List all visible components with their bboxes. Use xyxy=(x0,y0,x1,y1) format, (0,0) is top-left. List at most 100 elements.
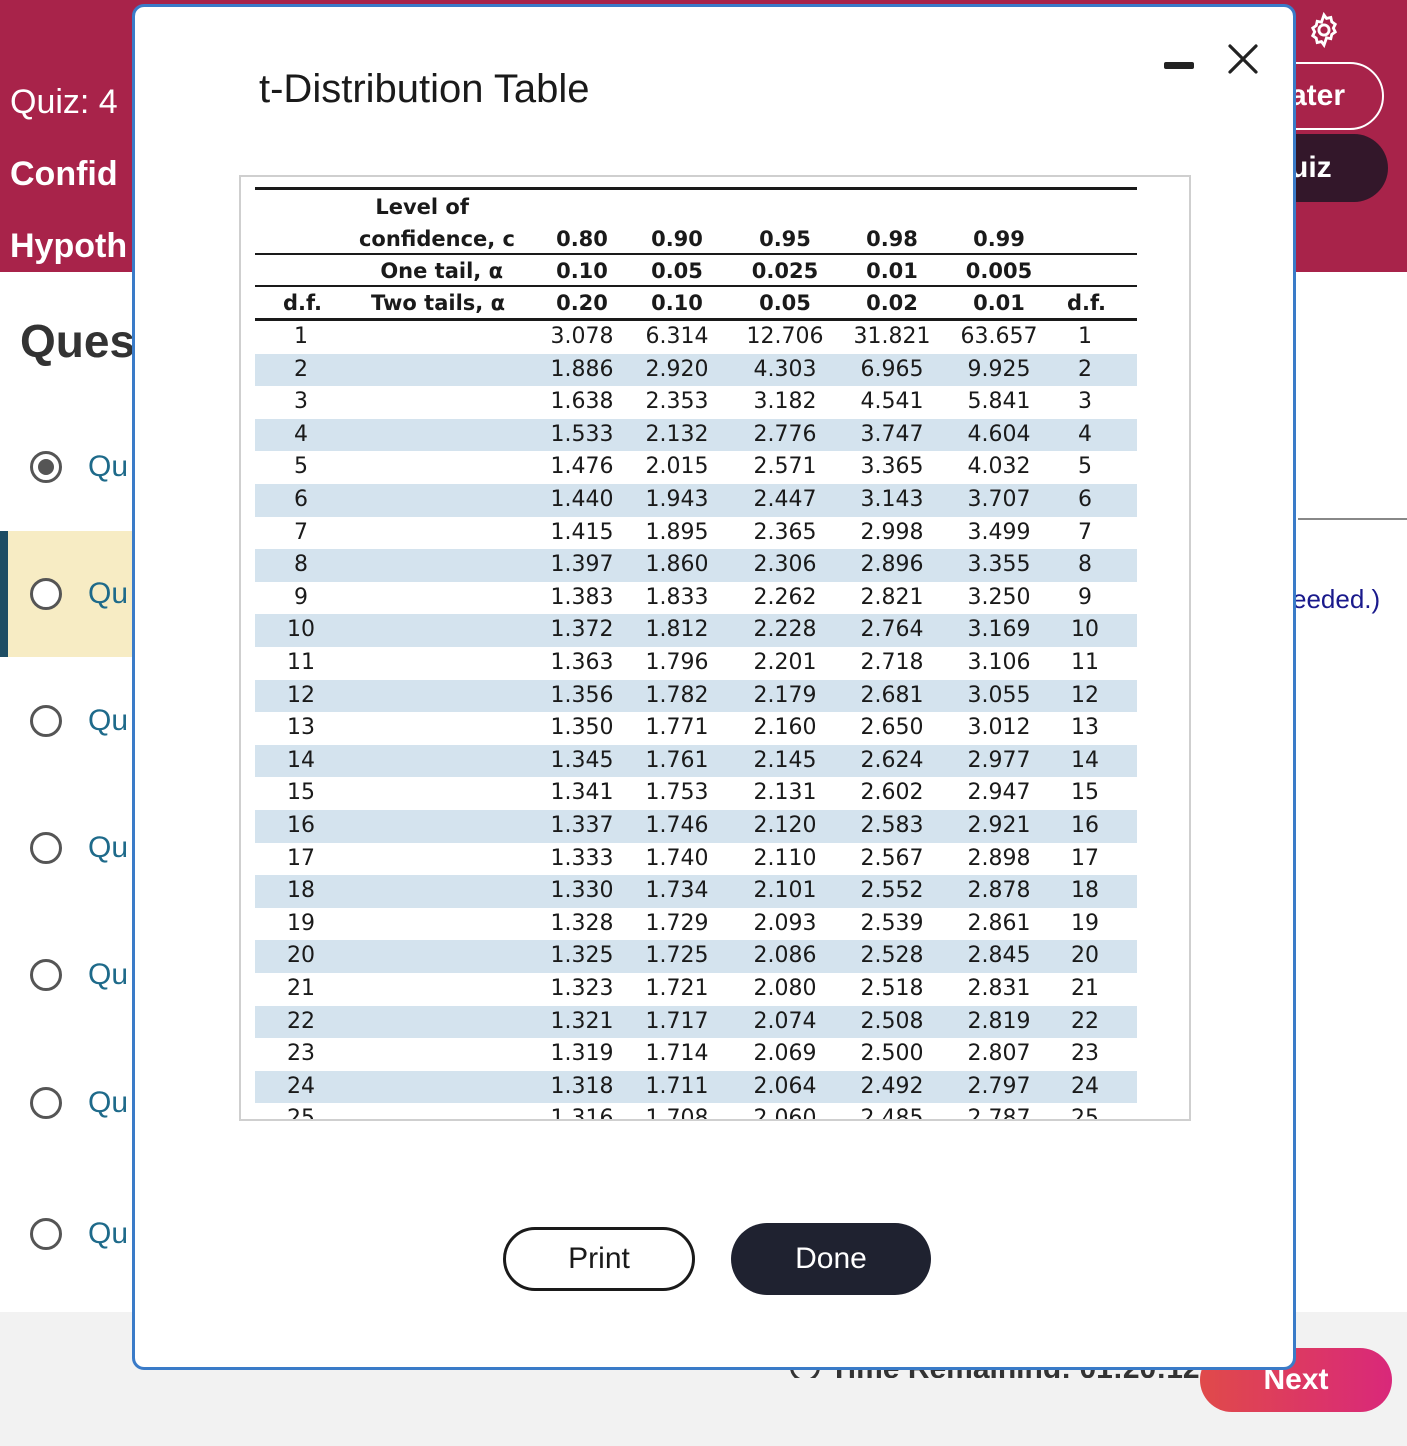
table-row: 7 1.415 1.895 2.365 2.998 3.499 7 xyxy=(255,517,1137,550)
done-button[interactable]: Done xyxy=(731,1223,931,1295)
header-one-tail-value: 0.005 xyxy=(965,259,1033,283)
critical-value-cell: 2.492 xyxy=(860,1073,924,1099)
critical-value-cell: 2.602 xyxy=(860,780,924,806)
df-cell: 8 xyxy=(1078,552,1092,578)
df-cell: 13 xyxy=(287,715,315,741)
critical-value-cell: 2.080 xyxy=(753,976,817,1001)
question-item[interactable]: Qu xyxy=(0,658,140,784)
table-top-rule xyxy=(255,187,1137,190)
question-item-current[interactable]: Qu xyxy=(0,531,140,657)
header-one-tail-value: 0.10 xyxy=(556,259,608,283)
radio-unselected[interactable] xyxy=(30,1087,62,1119)
critical-value-cell: 1.341 xyxy=(550,780,614,806)
critical-value-cell: 1.316 xyxy=(550,1106,614,1121)
df-cell: 12 xyxy=(287,682,315,708)
critical-value-cell: 2.921 xyxy=(967,813,1031,838)
close-icon xyxy=(1228,44,1258,74)
print-button[interactable]: Print xyxy=(503,1227,695,1291)
critical-value-cell: 2.179 xyxy=(753,682,817,708)
df-cell: 3 xyxy=(294,389,308,415)
critical-value-cell: 6.314 xyxy=(645,324,709,349)
df-cell: 15 xyxy=(287,780,315,806)
df-cell: 8 xyxy=(294,552,308,578)
critical-value-cell: 1.372 xyxy=(550,617,614,643)
critical-value-cell: 1.319 xyxy=(550,1041,614,1067)
critical-value-cell: 2.101 xyxy=(753,878,817,904)
header-two-tails-value: 0.20 xyxy=(556,291,608,315)
header-confidence-value: 0.90 xyxy=(651,227,703,251)
critical-value-cell: 2.583 xyxy=(860,813,924,838)
df-cell: 11 xyxy=(287,650,315,675)
radio-unselected[interactable] xyxy=(30,1218,62,1250)
critical-value-cell: 4.604 xyxy=(967,421,1031,447)
question-label: Qu xyxy=(88,831,129,864)
question-item[interactable]: Qu xyxy=(0,912,140,1038)
table-row: 15 1.341 1.753 2.131 2.602 2.947 15 xyxy=(255,777,1137,810)
critical-value-cell: 2.947 xyxy=(967,780,1031,806)
table-row: 19 1.328 1.729 2.093 2.539 2.861 19 xyxy=(255,908,1137,941)
df-cell: 22 xyxy=(287,1008,315,1034)
critical-value-cell: 2.015 xyxy=(645,454,709,480)
df-cell: 15 xyxy=(1071,780,1099,806)
table-row: 4 1.533 2.132 2.776 3.747 4.604 4 xyxy=(255,418,1137,452)
question-item[interactable]: Qu xyxy=(0,1040,140,1166)
critical-value-cell: 1.321 xyxy=(550,1008,614,1034)
df-cell: 9 xyxy=(1078,584,1092,610)
radio-unselected[interactable] xyxy=(30,578,62,610)
header-rule-2 xyxy=(255,285,1137,287)
critical-value-cell: 1.833 xyxy=(645,584,709,610)
df-cell: 5 xyxy=(294,454,308,480)
critical-value-cell: 2.821 xyxy=(860,584,924,610)
radio-unselected[interactable] xyxy=(30,959,62,991)
critical-value-cell: 2.567 xyxy=(860,845,924,871)
critical-value-cell: 9.925 xyxy=(967,356,1031,382)
df-cell: 24 xyxy=(287,1073,315,1099)
critical-value-cell: 2.718 xyxy=(860,650,924,675)
radio-selected[interactable] xyxy=(30,451,62,483)
df-cell: 2 xyxy=(294,356,308,382)
critical-value-cell: 4.303 xyxy=(753,356,817,382)
radio-unselected[interactable] xyxy=(30,832,62,864)
minimize-button[interactable] xyxy=(1159,47,1199,83)
critical-value-cell: 2.528 xyxy=(860,943,924,969)
t-table-dialog: t-Distribution Table Level of confidence… xyxy=(132,4,1296,1370)
critical-value-cell: 1.533 xyxy=(550,421,614,447)
critical-value-cell: 1.782 xyxy=(645,682,709,708)
critical-value-cell: 2.787 xyxy=(967,1106,1031,1121)
question-label: Qu xyxy=(88,450,129,483)
df-cell: 23 xyxy=(287,1041,315,1067)
answer-instruction: eeded.) xyxy=(1292,584,1381,614)
divider xyxy=(1298,518,1407,520)
question-item[interactable]: Qu xyxy=(0,1171,140,1297)
critical-value-cell: 2.898 xyxy=(967,845,1031,871)
level-label-1: Level of xyxy=(375,195,469,219)
question-item[interactable]: Qu xyxy=(0,785,140,911)
critical-value-cell: 1.328 xyxy=(550,910,614,936)
critical-value-cell: 1.356 xyxy=(550,682,614,708)
critical-value-cell: 2.624 xyxy=(860,747,924,773)
two-tails-label: Two tails, α xyxy=(371,291,505,315)
critical-value-cell: 1.943 xyxy=(645,487,709,512)
critical-value-cell: 1.638 xyxy=(550,389,614,415)
close-button[interactable] xyxy=(1223,39,1263,79)
radio-unselected[interactable] xyxy=(30,705,62,737)
df-cell: 17 xyxy=(287,845,315,871)
critical-value-cell: 3.106 xyxy=(967,650,1031,675)
critical-value-cell: 1.711 xyxy=(645,1073,709,1099)
critical-value-cell: 1.415 xyxy=(550,519,614,545)
critical-value-cell: 2.228 xyxy=(753,617,817,643)
critical-value-cell: 2.131 xyxy=(753,780,817,806)
table-row: 1 3.078 6.314 12.706 31.821 63.657 1 xyxy=(255,321,1137,354)
critical-value-cell: 2.060 xyxy=(753,1106,817,1121)
critical-value-cell: 2.064 xyxy=(753,1073,817,1099)
critical-value-cell: 3.182 xyxy=(753,389,817,415)
dialog-title: t-Distribution Table xyxy=(259,67,590,111)
settings-button[interactable] xyxy=(1302,8,1346,52)
critical-value-cell: 2.485 xyxy=(860,1106,924,1121)
question-item[interactable]: Qu xyxy=(0,404,140,530)
critical-value-cell: 1.796 xyxy=(645,650,709,675)
critical-value-cell: 3.747 xyxy=(860,421,924,447)
table-row: 13 1.350 1.771 2.160 2.650 3.012 13 xyxy=(255,712,1137,745)
t-distribution-table-image[interactable]: Level of confidence, c One tail, α d.f. … xyxy=(239,175,1191,1121)
table-row: 20 1.325 1.725 2.086 2.528 2.845 20 xyxy=(255,940,1137,973)
